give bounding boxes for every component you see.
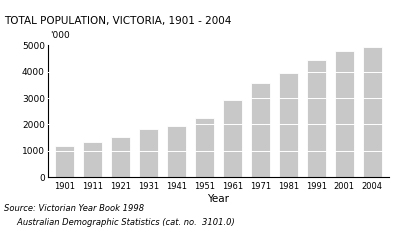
Bar [307, 60, 326, 177]
X-axis label: Year: Year [207, 194, 229, 204]
Bar [223, 100, 242, 177]
Bar [111, 136, 130, 177]
Bar [279, 73, 298, 177]
Bar [363, 47, 382, 177]
Bar [251, 83, 270, 177]
Bar [195, 118, 214, 177]
Bar [139, 129, 158, 177]
Text: Australian Demographic Statistics (cat. no.  3101.0): Australian Demographic Statistics (cat. … [4, 218, 235, 227]
Bar [335, 51, 354, 177]
Text: TOTAL POPULATION, VICTORIA, 1901 - 2004: TOTAL POPULATION, VICTORIA, 1901 - 2004 [4, 16, 231, 26]
Text: '000: '000 [50, 31, 70, 40]
Bar [55, 146, 74, 177]
Bar [167, 126, 186, 177]
Bar [83, 142, 102, 177]
Text: Source: Victorian Year Book 1998: Source: Victorian Year Book 1998 [4, 204, 144, 213]
